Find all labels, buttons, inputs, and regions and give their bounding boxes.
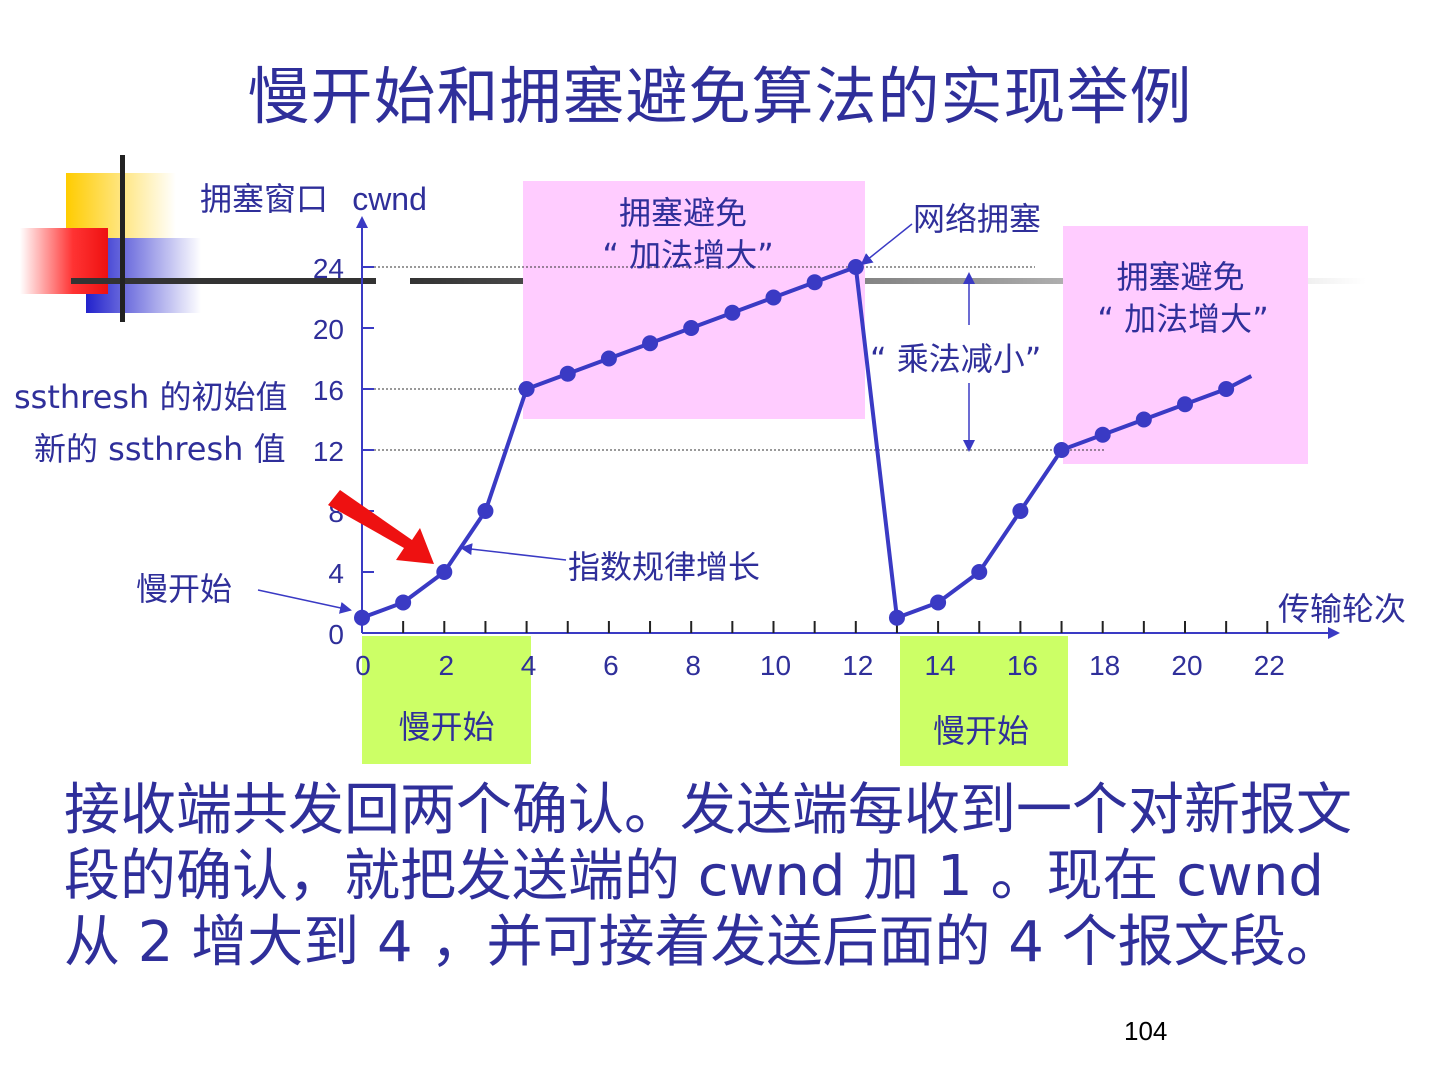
x-tick-label-6: 6 (603, 650, 619, 681)
data-point-1-11 (806, 274, 823, 291)
slow-start-arrow (257, 589, 352, 614)
x-tick-label-4: 4 (521, 650, 537, 681)
y-tick-label-24: 24 (313, 253, 344, 284)
data-point-1-4 (518, 381, 535, 397)
data-point-2-15 (971, 564, 988, 580)
y-tick-label-12: 12 (313, 436, 344, 467)
explanation-line-3: 从 2 增大到 4 ，并可接着发送后面的 4 个报文段。 (64, 910, 1342, 975)
y-tick-label-16: 16 (313, 375, 344, 406)
x-axis-label: 传输轮次 (1278, 590, 1407, 628)
data-point-1-2 (436, 564, 453, 580)
congestion-arrow (860, 223, 913, 266)
data-point-1-6 (600, 350, 617, 367)
explanation-paragraph: 接收端共发回两个确认。发送端每收到一个对新报文 段的确认，就把发送端的 cwnd… (64, 778, 1394, 976)
ca1-title: 拥塞避免 (618, 194, 747, 232)
data-point-1-8 (683, 320, 700, 336)
congestion-avoidance-box-2 (1063, 226, 1308, 464)
network-congestion-label: 网络拥塞 (913, 200, 1042, 238)
slow-start-label-1: 慢开始 (398, 708, 495, 746)
data-point-1-10 (765, 289, 782, 306)
x-tick-label-16: 16 (1007, 650, 1038, 681)
slow-start-label-2: 慢开始 (932, 712, 1029, 750)
data-point-1-3 (477, 503, 494, 519)
data-point-1-5 (559, 365, 576, 382)
data-point-1-0 (354, 609, 370, 626)
ca1-subtitle: “ 加法增大” (602, 236, 774, 274)
y-tick-label-4: 4 (328, 558, 344, 589)
x-tick-label-22: 22 (1254, 650, 1285, 681)
exponential-arrow (460, 543, 567, 561)
x-tick-label-14: 14 (925, 650, 956, 681)
data-point-1-9 (724, 304, 741, 321)
x-tick-label-2: 2 (439, 650, 455, 681)
data-point-2-21 (1218, 381, 1235, 397)
page-number: 104 (1124, 1016, 1168, 1046)
slide-title: 慢开始和拥塞避免算法的实现举例 (247, 60, 1193, 133)
data-point-2-20 (1177, 396, 1193, 413)
explanation-line-1: 接收端共发回两个确认。发送端每收到一个对新报文 (64, 778, 1352, 843)
ssthresh-initial-label: ssthresh 的初始值 (14, 378, 288, 416)
explanation-line-2: 段的确认，就把发送端的 cwnd 加 1 。现在 cwnd (64, 844, 1324, 909)
multiplicative-decrease-label: “ 乘法减小” (870, 340, 1042, 378)
slow-start-box-2 (900, 636, 1068, 766)
y-axis-label: 拥塞窗口 cwnd (200, 174, 427, 220)
data-point-1-7 (642, 335, 659, 352)
y-tick-label-20: 20 (313, 314, 344, 345)
y-tick-label-0: 0 (328, 619, 344, 650)
y-axis-title: 拥塞窗口 (200, 180, 329, 218)
congestion-avoidance-box-1 (523, 181, 865, 419)
decorative-squares-graphic (20, 155, 1366, 322)
data-point-1-1 (395, 594, 412, 611)
series-line-2 (896, 374, 1253, 620)
ssthresh-new-label: 新的 ssthresh 值 (34, 430, 286, 468)
data-point-2-16 (1012, 503, 1029, 519)
y-axis-unit: cwnd (352, 181, 427, 217)
data-point-2-18 (1094, 426, 1111, 443)
exponential-growth-label: 指数规律增长 (568, 548, 761, 586)
data-point-2-14 (930, 594, 947, 611)
x-tick-label-0: 0 (355, 650, 371, 681)
x-tick-label-8: 8 (685, 650, 701, 681)
ca2-subtitle: “ 加法增大” (1097, 300, 1269, 338)
slow-start-annotation: 慢开始 (136, 570, 233, 608)
slow-start-box-1 (362, 636, 531, 764)
ca2-title: 拥塞避免 (1116, 258, 1245, 296)
x-tick-label-20: 20 (1171, 650, 1202, 681)
x-tick-label-10: 10 (760, 650, 791, 681)
data-point-1-12 (847, 259, 864, 275)
data-point-2-17 (1053, 442, 1070, 458)
highlight-arrow (328, 490, 434, 564)
x-tick-label-12: 12 (842, 650, 873, 681)
data-point-2-13 (888, 609, 905, 626)
data-point-2-19 (1135, 411, 1152, 428)
x-tick-label-18: 18 (1089, 650, 1120, 681)
